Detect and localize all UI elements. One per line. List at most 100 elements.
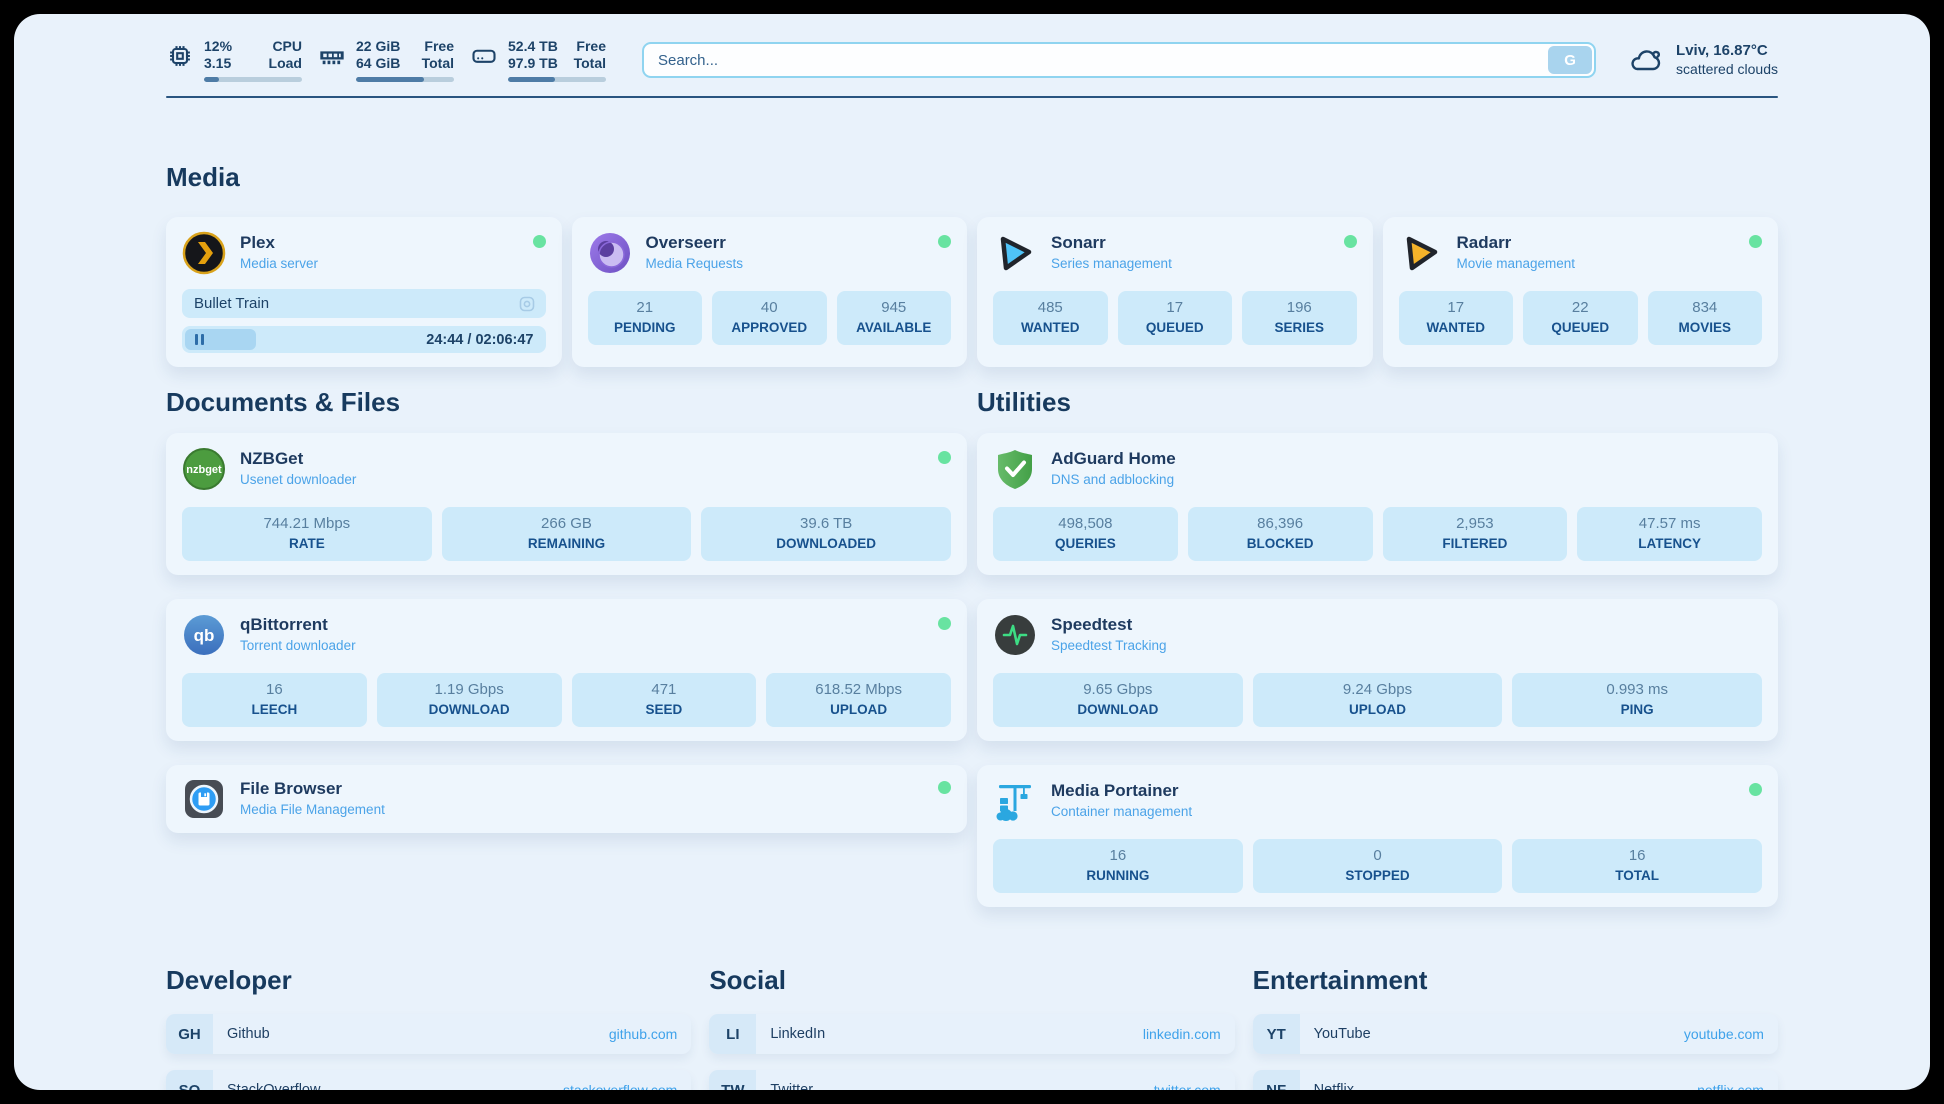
stat-tile: 471 SEED bbox=[571, 673, 757, 727]
stat-label: DOWNLOADED bbox=[776, 536, 877, 551]
stat-tile: 21 PENDING bbox=[587, 291, 702, 345]
link-abbr: GH bbox=[166, 1014, 213, 1054]
service-name: AdGuard Home bbox=[1051, 449, 1176, 468]
stat-label: LEECH bbox=[251, 702, 298, 717]
card-qbittorrent: qb qBittorrent Torrent downloader 16 LEE… bbox=[166, 599, 967, 741]
service-desc: DNS and adblocking bbox=[1051, 472, 1175, 487]
section-developer: Developer GH Github github.com SO StackO… bbox=[166, 965, 692, 1090]
stat-value: 21 bbox=[636, 299, 654, 316]
disk-label-bottom: Total bbox=[573, 55, 606, 71]
portainer-icon bbox=[993, 779, 1037, 823]
overseerr-link[interactable]: Overseerr Media Requests bbox=[588, 231, 951, 275]
link-url: twitter.com bbox=[1153, 1082, 1221, 1090]
search-input[interactable] bbox=[642, 42, 1597, 78]
stat-tile: 485 WANTED bbox=[993, 291, 1108, 345]
stat-value: 40 bbox=[760, 299, 778, 316]
service-name: File Browser bbox=[240, 779, 343, 798]
service-desc: Speedtest Tracking bbox=[1051, 638, 1167, 653]
cpu-icon bbox=[166, 38, 194, 70]
card-speedtest: Speedtest Speedtest Tracking 9.65 Gbps D… bbox=[977, 599, 1778, 741]
stat-label: DOWNLOAD bbox=[1077, 702, 1159, 717]
stat-value: 2,953 bbox=[1456, 515, 1494, 532]
overseerr-icon bbox=[588, 231, 632, 275]
link-youtube[interactable]: YT YouTube youtube.com bbox=[1252, 1014, 1778, 1054]
radarr-link[interactable]: Radarr Movie management bbox=[1399, 231, 1762, 275]
stat-value: 1.19 Gbps bbox=[434, 681, 504, 698]
section-title-utilities: Utilities bbox=[977, 387, 1071, 417]
speedtest-link[interactable]: Speedtest Speedtest Tracking bbox=[993, 613, 1762, 657]
link-github[interactable]: GH Github github.com bbox=[166, 1014, 692, 1054]
system-stats: 12% 3.15 CPU Load bbox=[166, 38, 606, 82]
section-title-social: Social bbox=[709, 965, 786, 995]
nzbget-icon: nzbget bbox=[182, 447, 226, 491]
cloud-icon bbox=[1628, 45, 1664, 75]
search-provider-button[interactable]: G bbox=[1548, 46, 1593, 74]
card-portainer: Media Portainer Container management 16 … bbox=[977, 765, 1778, 907]
cpu-stat: 12% 3.15 CPU Load bbox=[166, 38, 302, 82]
stat-value: 47.57 ms bbox=[1638, 515, 1701, 532]
card-radarr: Radarr Movie management 17 WANTED 22 QUE… bbox=[1382, 217, 1778, 367]
stat-label: SEED bbox=[645, 702, 683, 717]
section-utilities: Utilities AdGuard Home DNS and bbox=[977, 387, 1778, 907]
service-name: Radarr bbox=[1456, 233, 1512, 252]
status-dot bbox=[938, 781, 951, 794]
stat-tile: 16 LEECH bbox=[182, 673, 367, 727]
stat-label: TOTAL bbox=[1615, 868, 1660, 883]
qbittorrent-link[interactable]: qb qBittorrent Torrent downloader bbox=[182, 613, 951, 657]
stat-value: 0 bbox=[1373, 847, 1382, 864]
stat-label: PING bbox=[1620, 702, 1654, 717]
portainer-link[interactable]: Media Portainer Container management bbox=[993, 779, 1762, 823]
ram-total: 64 GiB bbox=[356, 55, 401, 71]
now-playing-row: Bullet Train bbox=[182, 289, 546, 318]
stat-label: MOVIES bbox=[1678, 320, 1731, 335]
playback-progress-fill bbox=[185, 329, 256, 350]
section-title-entertainment: Entertainment bbox=[1252, 965, 1428, 995]
disk-stat: 52.4 TB 97.9 TB Free Total bbox=[470, 38, 606, 82]
stat-value: 16 bbox=[1628, 847, 1646, 864]
filebrowser-link[interactable]: File Browser Media File Management bbox=[182, 777, 951, 821]
stat-tile: 9.65 Gbps DOWNLOAD bbox=[993, 673, 1243, 727]
stat-tile: 744.21 Mbps RATE bbox=[182, 507, 432, 561]
link-abbr: SO bbox=[166, 1070, 213, 1090]
stat-label: UPLOAD bbox=[830, 702, 888, 717]
playback-time: 24:44 / 02:06:47 bbox=[426, 331, 534, 348]
service-desc: Container management bbox=[1051, 804, 1193, 819]
plex-link[interactable]: Plex Media server bbox=[182, 231, 546, 275]
sonarr-link[interactable]: Sonarr Series management bbox=[993, 231, 1357, 275]
link-name: Twitter bbox=[770, 1082, 814, 1090]
disk-free: 52.4 TB bbox=[508, 38, 558, 54]
stat-label: QUEUED bbox=[1145, 320, 1204, 335]
status-dot bbox=[938, 451, 951, 464]
section-title-media: Media bbox=[166, 162, 240, 192]
stat-label: AVAILABLE bbox=[856, 320, 932, 335]
playback-progress[interactable]: 24:44 / 02:06:47 bbox=[182, 326, 546, 353]
weather-widget: Lviv, 16.87°C scattered clouds bbox=[1628, 41, 1778, 79]
service-name: Speedtest bbox=[1051, 615, 1133, 634]
link-netflix[interactable]: NF Netflix netflix.com bbox=[1252, 1070, 1778, 1090]
stat-tile: 17 QUEUED bbox=[1117, 291, 1232, 345]
link-name: YouTube bbox=[1313, 1026, 1371, 1042]
disk-total: 97.9 TB bbox=[508, 55, 558, 71]
nzbget-link[interactable]: nzbget NZBGet Usenet downloader bbox=[182, 447, 951, 491]
svg-text:qb: qb bbox=[194, 626, 215, 645]
now-playing-title: Bullet Train bbox=[194, 295, 270, 312]
stat-label: BLOCKED bbox=[1246, 536, 1314, 551]
stat-value: 834 bbox=[1692, 299, 1718, 316]
pause-icon bbox=[195, 334, 204, 345]
link-abbr: TW bbox=[709, 1070, 757, 1090]
link-twitter[interactable]: TW Twitter twitter.com bbox=[709, 1070, 1235, 1090]
link-linkedin[interactable]: LI LinkedIn linkedin.com bbox=[709, 1014, 1235, 1054]
card-overseerr: Overseerr Media Requests 21 PENDING 40 A… bbox=[571, 217, 967, 367]
stat-tile: 16 TOTAL bbox=[1512, 839, 1762, 893]
card-plex: Plex Media server Bullet Train 24:44 bbox=[166, 217, 562, 367]
stat-tile: 266 GB REMAINING bbox=[441, 507, 692, 561]
stat-tile: 196 SERIES bbox=[1242, 291, 1357, 345]
stat-label: PENDING bbox=[613, 320, 676, 335]
dashboard-page: 12% 3.15 CPU Load bbox=[14, 14, 1930, 1090]
link-stackoverflow[interactable]: SO StackOverflow stackoverflow.com bbox=[166, 1070, 692, 1090]
stat-label: RUNNING bbox=[1086, 868, 1150, 883]
stat-tile: 9.24 Gbps UPLOAD bbox=[1252, 673, 1503, 727]
disk-label-top: Free bbox=[576, 38, 606, 54]
adguard-link[interactable]: AdGuard Home DNS and adblocking bbox=[993, 447, 1762, 491]
stat-value: 16 bbox=[1109, 847, 1127, 864]
